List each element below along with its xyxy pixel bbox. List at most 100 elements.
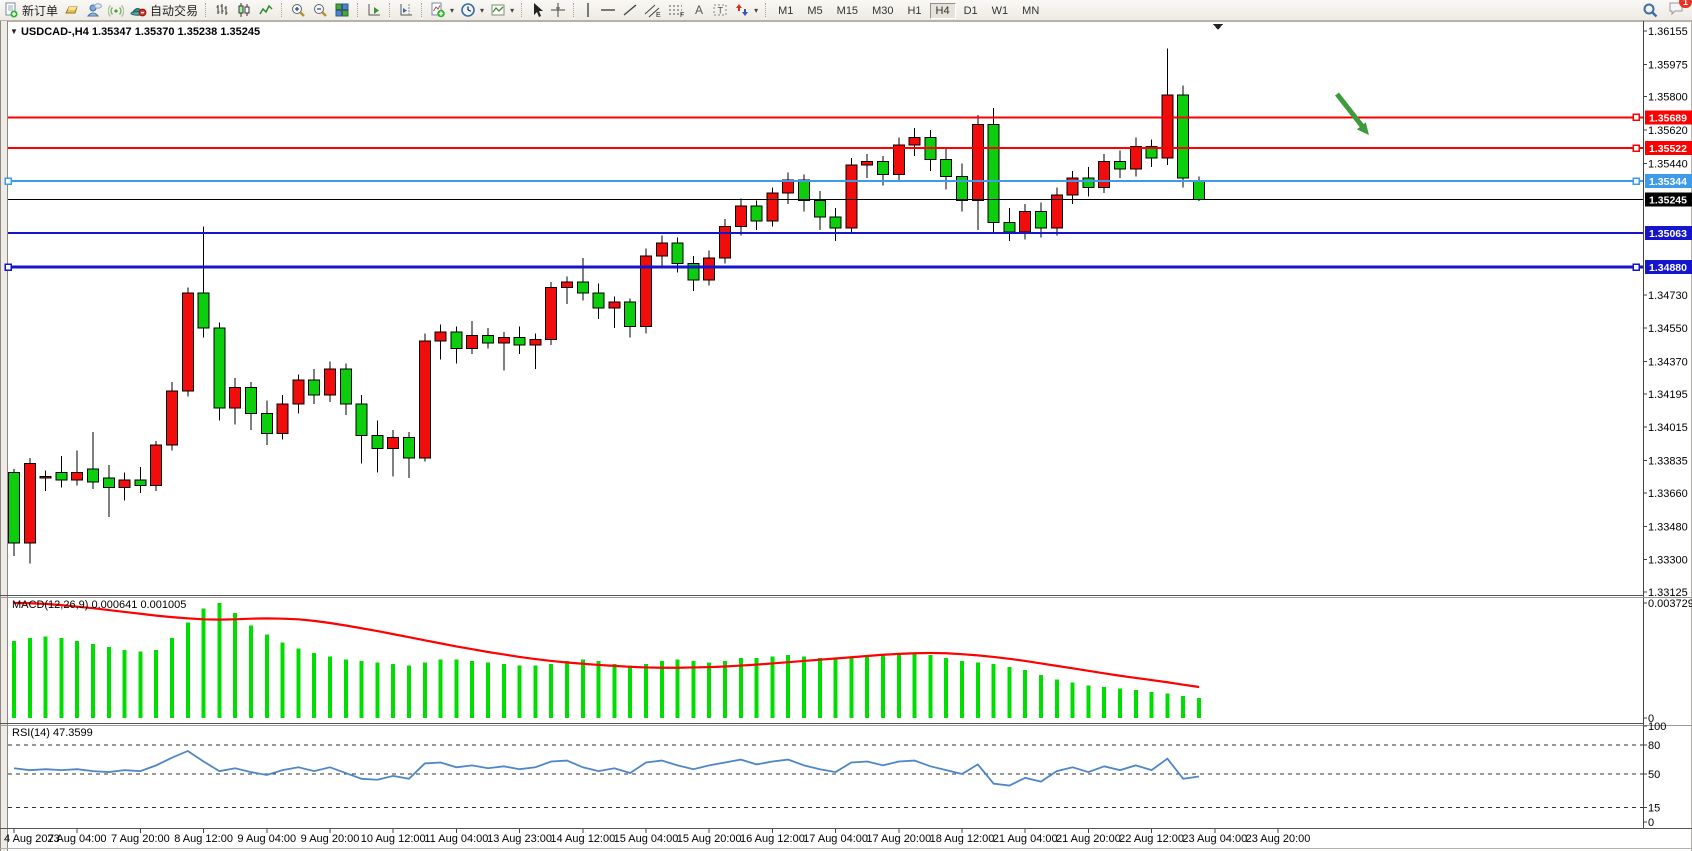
user-cloud-icon <box>86 3 102 17</box>
text-button[interactable]: A <box>689 1 709 19</box>
price-badge-label: 1.35245 <box>1649 194 1687 206</box>
candle-bull <box>655 242 668 257</box>
zoom-out-button[interactable] <box>309 1 331 19</box>
rsi-name: RSI(14) <box>12 727 50 739</box>
rsi-axis-label: 80 <box>1648 740 1660 752</box>
candle-bull <box>908 136 921 146</box>
timeframe-h4[interactable]: H4 <box>929 3 956 19</box>
signals-button[interactable] <box>105 1 127 19</box>
arrow-annotation[interactable] <box>1335 92 1364 128</box>
macd-histogram-bar <box>391 664 396 718</box>
chart-dropdown-icon[interactable]: ▼ <box>10 27 18 36</box>
hline-handle[interactable] <box>1632 177 1640 185</box>
chart-shift-marker[interactable] <box>1213 24 1223 30</box>
time-tick-label: 11 Aug 04:00 <box>424 833 488 845</box>
candle-bull <box>166 390 178 446</box>
macd-histogram-bar <box>944 657 949 718</box>
hline-handle[interactable] <box>4 177 12 185</box>
text-label-icon: T <box>713 4 727 16</box>
search-icon[interactable] <box>1642 2 1658 18</box>
fibonacci-button[interactable]: F <box>665 1 689 19</box>
notifications-button[interactable]: 1 <box>1668 0 1692 21</box>
candle-bull <box>434 331 447 342</box>
gold-ingot-button[interactable] <box>61 1 83 19</box>
candle-bear <box>102 477 115 488</box>
chart-title[interactable]: ▼ USDCAD-,H4 1.35347 1.35370 1.35238 1.3… <box>10 26 260 38</box>
macd-histogram-bar <box>659 660 664 718</box>
separator <box>205 3 207 17</box>
price-tick-label: 1.33480 <box>1648 521 1688 533</box>
hline-handle[interactable] <box>1632 113 1640 122</box>
macd-histogram-bar <box>1007 667 1012 718</box>
price-badge <box>1645 260 1692 275</box>
price-badge <box>1645 174 1692 189</box>
add-indicator-button[interactable]: ▾ <box>427 1 457 19</box>
candle-bear <box>355 403 368 437</box>
horizontal-line-button[interactable] <box>597 1 619 19</box>
cursor-button[interactable] <box>527 1 547 19</box>
macd-histogram-bar <box>1118 688 1122 718</box>
macd-histogram-bar <box>501 664 506 718</box>
price-tick-label: 1.35620 <box>1648 125 1688 137</box>
zoom-in-button[interactable] <box>287 1 309 19</box>
candle-bear <box>1193 180 1205 200</box>
line-chart-button[interactable] <box>255 1 277 19</box>
macd-histogram-bar <box>1197 698 1201 718</box>
templates-button[interactable]: ▾ <box>487 1 517 19</box>
auto-scroll-icon <box>368 4 381 16</box>
timeframe-m30[interactable]: M30 <box>872 5 894 17</box>
arrows-button[interactable]: ▾ <box>731 1 761 19</box>
template-icon <box>491 4 505 16</box>
hline-handle[interactable] <box>1632 263 1640 271</box>
crosshair-button[interactable] <box>547 1 569 19</box>
candle-bear <box>1177 94 1190 179</box>
equidistant-channel-icon: E <box>644 4 661 18</box>
arrow-annotation-head[interactable] <box>1356 122 1369 135</box>
rsi-axis-label: 100 <box>1648 721 1666 733</box>
macd-histogram-bar <box>691 660 696 718</box>
time-tick-label: 9 Aug 20:00 <box>301 833 360 845</box>
macd-histogram-bar <box>312 653 317 718</box>
timeframe-mn[interactable]: MN <box>1022 5 1040 17</box>
tile-windows-button[interactable] <box>331 1 353 19</box>
macd-histogram-bar <box>1039 674 1043 718</box>
candle-bull <box>1050 194 1063 229</box>
community-button[interactable] <box>83 1 105 19</box>
chart-canvas[interactable]: 1.36155 1.35975 1.35800 1.35620 1.35440 1.347… <box>0 21 1692 851</box>
time-tick-label: 22 Aug 12:00 <box>1119 833 1184 845</box>
timeframe-m5[interactable]: M5 <box>807 5 823 17</box>
macd-histogram-bar <box>881 654 885 718</box>
timeframe-d1[interactable]: D1 <box>963 5 978 17</box>
candle-bull <box>292 379 305 405</box>
svg-text:T: T <box>718 6 724 16</box>
vertical-line-button[interactable] <box>579 1 597 19</box>
periods-button[interactable]: ▾ <box>457 1 487 19</box>
candle-bull <box>766 192 779 222</box>
candlestick-chart-button[interactable] <box>233 1 255 19</box>
macd-histogram-bar <box>786 654 791 718</box>
clock-icon <box>461 3 475 17</box>
timeframe-h1[interactable]: H1 <box>907 5 922 17</box>
timeframe-m15[interactable]: M15 <box>836 5 859 17</box>
new-order-button[interactable]: 新订单 <box>0 1 61 19</box>
chart-shift-button[interactable] <box>395 1 417 19</box>
price-badge <box>1645 192 1692 207</box>
notification-badge: 1 <box>1678 0 1692 8</box>
hline-handle[interactable] <box>4 263 12 271</box>
timeframe-w1[interactable]: W1 <box>991 5 1009 17</box>
text-label-button[interactable]: T <box>709 1 731 19</box>
bar-chart-button[interactable] <box>211 1 233 19</box>
equidistant-channel-button[interactable]: E <box>641 1 665 19</box>
price-badge-label: 1.35522 <box>1649 143 1687 155</box>
candle-bear <box>576 281 589 294</box>
macd-histogram-bar <box>975 662 980 718</box>
trendline-button[interactable] <box>619 1 641 19</box>
macd-histogram-bar <box>1102 687 1107 718</box>
hline-handle[interactable] <box>1632 144 1640 152</box>
autotrading-button[interactable]: 自动交易 <box>127 1 201 19</box>
timeframe-m1[interactable]: M1 <box>778 5 794 17</box>
auto-scroll-button[interactable] <box>363 1 385 19</box>
autotrading-label: 自动交易 <box>150 3 199 18</box>
candle-bear <box>87 468 99 483</box>
macd-histogram-bar <box>328 656 332 718</box>
